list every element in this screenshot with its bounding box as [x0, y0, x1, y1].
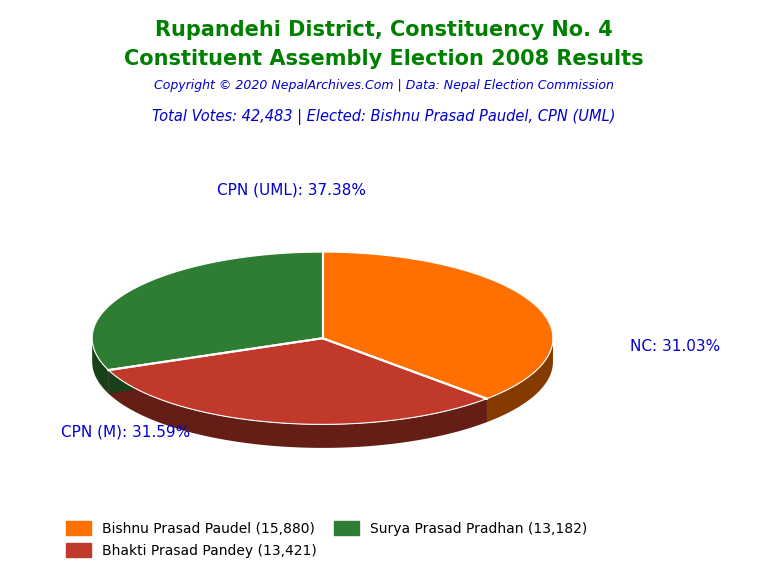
Legend: Bishnu Prasad Paudel (15,880), Bhakti Prasad Pandey (13,421), Surya Prasad Pradh: Bishnu Prasad Paudel (15,880), Bhakti Pr…	[61, 516, 593, 563]
Polygon shape	[323, 252, 553, 399]
Polygon shape	[108, 338, 323, 393]
Text: Total Votes: 42,483 | Elected: Bishnu Prasad Paudel, CPN (UML): Total Votes: 42,483 | Elected: Bishnu Pr…	[152, 109, 616, 126]
Polygon shape	[92, 252, 323, 370]
Polygon shape	[108, 338, 487, 425]
Polygon shape	[487, 338, 553, 422]
Text: CPN (UML): 37.38%: CPN (UML): 37.38%	[217, 182, 366, 197]
Text: CPN (M): 31.59%: CPN (M): 31.59%	[61, 425, 190, 439]
Polygon shape	[108, 370, 487, 448]
Text: NC: 31.03%: NC: 31.03%	[630, 339, 720, 354]
Text: Constituent Assembly Election 2008 Results: Constituent Assembly Election 2008 Resul…	[124, 49, 644, 69]
Text: Rupandehi District, Constituency No. 4: Rupandehi District, Constituency No. 4	[155, 20, 613, 40]
Polygon shape	[108, 338, 323, 393]
Polygon shape	[323, 338, 487, 422]
Polygon shape	[92, 338, 108, 393]
Polygon shape	[323, 338, 487, 422]
Text: Copyright © 2020 NepalArchives.Com | Data: Nepal Election Commission: Copyright © 2020 NepalArchives.Com | Dat…	[154, 79, 614, 93]
